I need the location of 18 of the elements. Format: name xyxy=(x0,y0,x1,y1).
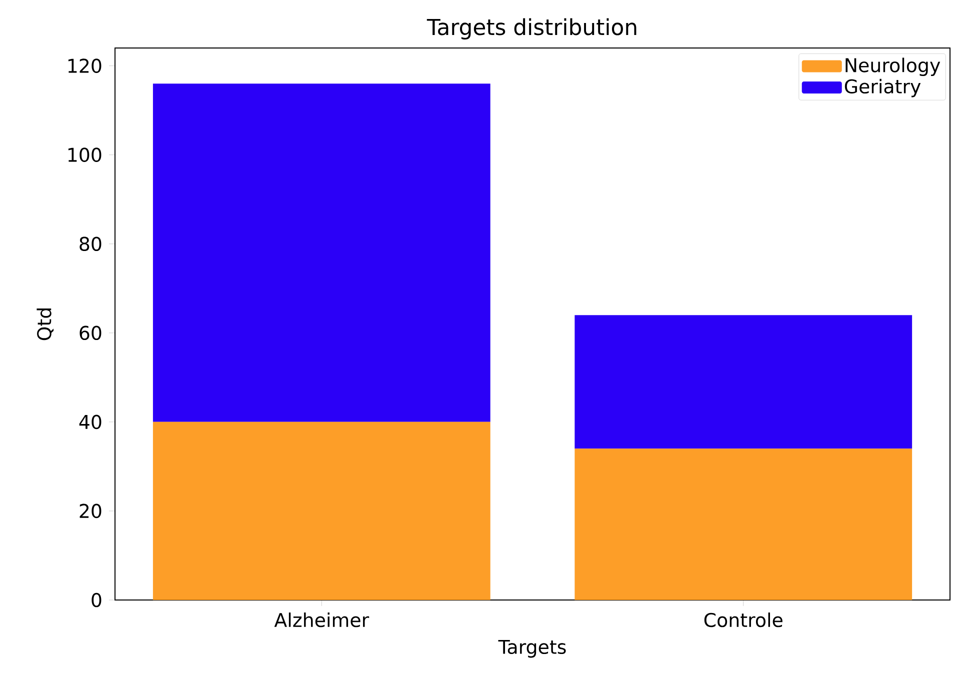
x-tick-label: Alzheimer xyxy=(274,612,370,628)
y-axis-title: Qtd xyxy=(36,308,54,340)
y-tick-label: 100 xyxy=(68,148,102,162)
legend-label: Geriatry xyxy=(844,78,921,98)
y-tick-label: 40 xyxy=(79,414,102,430)
y-tick-label: 80 xyxy=(80,236,102,252)
bar xyxy=(152,84,490,422)
chart-title: Targets distribution xyxy=(426,18,636,40)
y-tick-label: 0 xyxy=(92,592,102,608)
y-tick-label: 120 xyxy=(68,58,102,73)
legend-label: Neurology xyxy=(846,58,940,76)
y-tick-label: 60 xyxy=(80,326,102,340)
y-tick-label: 20 xyxy=(80,504,102,518)
x-tick-label: Controle xyxy=(704,612,782,628)
bar xyxy=(152,422,490,600)
bar xyxy=(574,315,912,449)
bar xyxy=(574,448,912,600)
x-axis-title: Targets xyxy=(498,640,566,658)
